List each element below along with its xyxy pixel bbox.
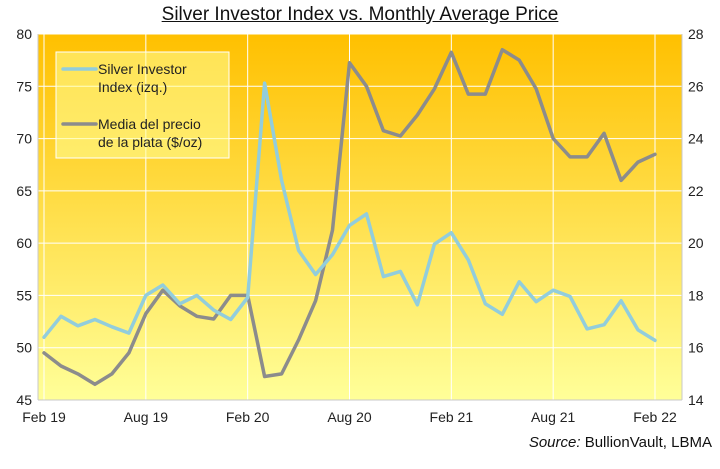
x-axis: Feb 19 Aug 19 Feb 20 Aug 20 Feb 21 Aug 21 Feb … <box>22 409 677 425</box>
right-axis: 14 16 18 20 22 24 26 28 <box>688 26 704 408</box>
legend-label-series-1-line1: Silver Investor <box>98 61 187 77</box>
left-tick-label: 45 <box>16 392 32 408</box>
left-tick-label: 50 <box>16 340 32 356</box>
right-tick-label: 14 <box>688 392 704 408</box>
right-tick-label: 26 <box>688 78 704 94</box>
x-tick-label: Feb 19 <box>22 409 66 425</box>
left-axis: 45 50 55 60 65 70 75 80 <box>16 26 32 408</box>
left-tick-label: 65 <box>16 183 32 199</box>
x-tick-label: Aug 20 <box>327 409 372 425</box>
right-tick-label: 18 <box>688 287 704 303</box>
series <box>42 47 657 387</box>
legend: Silver Investor Index (izq.) Media del p… <box>55 51 230 159</box>
source-label: Source: <box>528 434 581 451</box>
x-tick-label: Feb 21 <box>430 409 474 425</box>
source-text: BullionVault, LBMA <box>580 434 712 451</box>
x-tick-label: Aug 21 <box>531 409 576 425</box>
legend-label-series-1-line2: Index (izq.) <box>98 79 167 95</box>
right-tick-label: 16 <box>688 340 704 356</box>
legend-label-series-2-line2: de la plata ($/oz) <box>98 134 202 150</box>
left-tick-label: 55 <box>16 287 32 303</box>
x-tick-label: Feb 22 <box>633 409 677 425</box>
right-tick-label: 20 <box>688 235 704 251</box>
series-line-2 <box>42 47 657 387</box>
left-tick-label: 75 <box>16 78 32 94</box>
x-tick-label: Aug 19 <box>124 409 169 425</box>
source-note: Source: BullionVault, LBMA <box>529 434 712 451</box>
left-tick-label: 70 <box>16 131 32 147</box>
left-tick-label: 60 <box>16 235 32 251</box>
series-line-1 <box>42 81 657 343</box>
right-tick-label: 22 <box>688 183 704 199</box>
legend-label-series-2-line1: Media del precio <box>98 116 201 132</box>
x-tick-label: Feb 20 <box>226 409 270 425</box>
chart-title: Silver Investor Index vs. Monthly Averag… <box>161 4 559 25</box>
right-tick-label: 24 <box>688 131 704 147</box>
left-tick-label: 80 <box>16 26 32 42</box>
right-tick-label: 28 <box>688 26 704 42</box>
